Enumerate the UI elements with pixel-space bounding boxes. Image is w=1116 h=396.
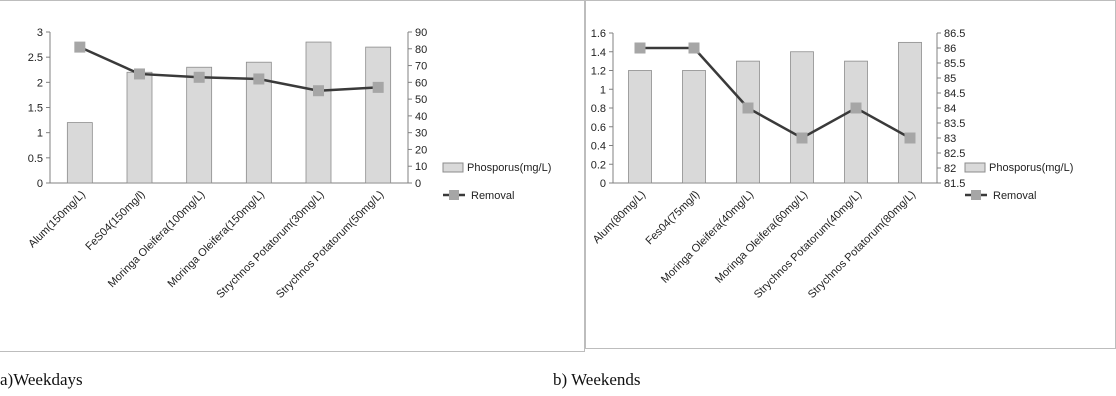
removal-marker — [193, 71, 205, 83]
right-tick-label: 0 — [415, 178, 421, 190]
legend-line-label: Removal — [993, 190, 1036, 202]
category-label: Strychnos Potatorum(80mg/L) — [806, 189, 918, 301]
right-tick-label: 82.5 — [944, 148, 965, 160]
category-label: FeS04(150mg/l) — [83, 189, 147, 253]
chart-weekends: 0 0.2 0.4 0.6 0.8 1 1.2 1.4 1.6 81.5 82 82.5 83 83.5 8… — [591, 28, 1074, 301]
left-tick-label: 1 — [600, 84, 606, 96]
bar — [844, 60, 868, 184]
left-tick-label: 0 — [37, 178, 43, 190]
legend-bar-label: Phosporus(mg/L) — [467, 162, 551, 174]
category-label: Alum(150mg/L) — [26, 189, 88, 251]
removal-marker — [253, 73, 265, 85]
removal-marker — [904, 132, 916, 144]
bar — [186, 66, 213, 184]
right-tick-label: 30 — [415, 128, 427, 140]
left-tick-label: 0.8 — [591, 103, 606, 115]
category-label: Moringa Oleifera(40mg/L) — [659, 189, 756, 286]
right-tick-label: 83.5 — [944, 118, 965, 130]
right-tick-label: 84.5 — [944, 88, 965, 100]
left-tick-label: 2 — [37, 77, 43, 89]
right-tick-label: 10 — [415, 161, 427, 173]
legend-bar-label: Phosporus(mg/L) — [989, 162, 1073, 174]
right-tick-label: 20 — [415, 144, 427, 156]
category-label: Moringa Oleifera(100mg/L) — [106, 189, 207, 290]
right-tick-label: 81.5 — [944, 178, 965, 190]
right-tick-label: 86 — [944, 43, 956, 55]
removal-marker — [850, 102, 862, 114]
category-label: Alum(80mg/L) — [591, 189, 648, 246]
bar — [628, 70, 652, 184]
category-label: Strychnos Potatorum(40mg/L) — [752, 189, 864, 301]
removal-marker — [796, 132, 808, 144]
left-tick-label: 0 — [600, 178, 606, 190]
left-tick-label: 1 — [37, 128, 43, 140]
category-label: Fes04(75mg/l) — [643, 189, 702, 248]
legend-line-marker — [449, 190, 459, 200]
bar — [736, 60, 760, 184]
category-label: Strychnos Potatorum(30mg/L) — [214, 189, 326, 301]
removal-marker — [742, 102, 754, 114]
legend-line-marker — [971, 190, 981, 200]
right-tick-label: 83 — [944, 133, 956, 145]
chart-panel-weekends: 0 0.2 0.4 0.6 0.8 1 1.2 1.4 1.6 81.5 82 82.5 83 83.5 8… — [585, 0, 1116, 349]
right-tick-label: 82 — [944, 163, 956, 175]
left-tick-label: 3 — [37, 27, 43, 39]
left-tick-label: 0.6 — [591, 122, 606, 134]
caption-weekends: b) Weekends — [553, 370, 641, 389]
left-tick-label: 1.6 — [591, 28, 606, 40]
right-tick-label: 40 — [415, 111, 427, 123]
category-label: Strychnos Potatorum(50mg/L) — [274, 189, 386, 301]
right-tick-label: 60 — [415, 77, 427, 89]
left-tick-label: 0.2 — [591, 159, 606, 171]
removal-marker — [634, 42, 646, 54]
removal-marker — [688, 42, 700, 54]
caption-weekdays: a)Weekdays — [0, 370, 83, 389]
bar — [790, 51, 814, 184]
right-tick-label: 85.5 — [944, 58, 965, 70]
bar — [365, 46, 392, 184]
removal-marker — [134, 68, 145, 80]
left-tick-label: 0.5 — [28, 153, 43, 165]
right-tick-label: 85 — [944, 73, 956, 85]
right-tick-label: 80 — [415, 44, 427, 56]
left-tick-label: 1.5 — [28, 103, 43, 115]
bar — [682, 70, 706, 184]
right-tick-label: 90 — [415, 27, 427, 39]
left-tick-label: 2.5 — [28, 52, 43, 64]
chart-weekdays: 00.511.522.530102030405060708090Alum(150… — [26, 27, 551, 301]
left-tick-label: 0.4 — [591, 141, 606, 153]
removal-line — [640, 46, 911, 140]
bar — [305, 41, 332, 184]
bar — [126, 71, 153, 184]
legend-bar-swatch — [964, 162, 986, 173]
legend-line-label: Removal — [471, 190, 514, 202]
right-tick-label: 84 — [944, 103, 956, 115]
left-tick-label: 1.2 — [591, 66, 606, 78]
removal-marker — [74, 41, 86, 53]
right-tick-label: 50 — [415, 94, 427, 106]
bar — [66, 122, 93, 184]
removal-line — [79, 45, 379, 92]
category-label: Moringa Oleifera(60mg/L) — [713, 189, 810, 286]
bar — [898, 41, 922, 184]
removal-marker — [372, 81, 384, 93]
removal-marker — [313, 85, 324, 97]
chart-panel-weekdays: 0 0.5 1 1.5 2 2.5 3 0 10 20 30 40 50 60 70 80 90 Alum(150… — [0, 0, 585, 352]
left-tick-label: 1.4 — [591, 47, 606, 59]
right-tick-label: 70 — [415, 61, 427, 73]
category-label: Moringa Oleifera(150mg/L) — [166, 189, 267, 290]
right-tick-label: 86.5 — [944, 28, 965, 40]
legend-bar-swatch — [442, 162, 464, 173]
